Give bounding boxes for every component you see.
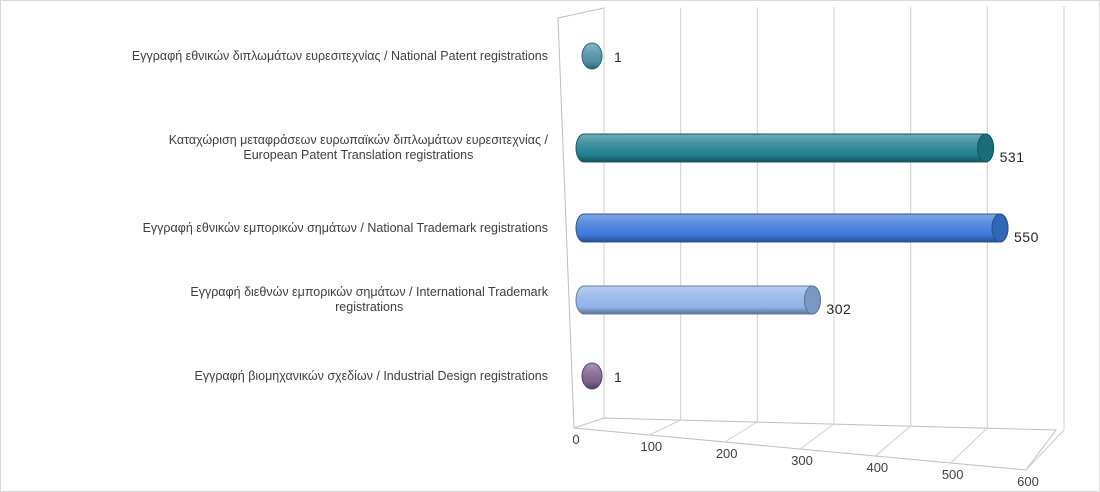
- bar-1: 531: [575, 133, 1025, 165]
- category-label: Εγγραφή βιομηχανικών σχεδίων / Industria…: [194, 369, 548, 383]
- category-label: Εγγραφή εθνικών διπλωμάτων ευρεσιτεχνίας…: [132, 49, 548, 63]
- x-tick-label: 0: [572, 432, 579, 447]
- x-tick-label: 600: [1017, 474, 1039, 489]
- floor-gridline: [875, 425, 911, 457]
- floor-gridline: [649, 419, 681, 436]
- data-label: 1: [614, 49, 622, 65]
- x-tick-label: 300: [791, 453, 813, 468]
- data-label: 531: [1000, 149, 1025, 165]
- category-label: Εγγραφή εθνικών εμπορικών σημάτων / Nati…: [143, 221, 548, 235]
- category-label: Εγγραφή διεθνών εμπορικών σημάτων / Inte…: [190, 285, 548, 314]
- x-tick-label: 200: [716, 446, 738, 461]
- bar-end: [803, 285, 821, 315]
- x-tick-label: 100: [640, 439, 662, 454]
- data-label: 1: [614, 369, 622, 385]
- floor-gridline: [950, 427, 988, 464]
- floor-gridline: [724, 421, 758, 443]
- floor-gridline: [799, 423, 835, 450]
- x-tick-label: 500: [942, 467, 964, 482]
- bar-body: [575, 285, 821, 315]
- bar-cap: [581, 362, 603, 390]
- bar-cap: [581, 42, 603, 70]
- bar-end: [991, 213, 1009, 243]
- bar-body: [575, 213, 1009, 243]
- bar-2: 550: [575, 213, 1039, 245]
- gridlines: 0 100 200 300 400 500 600: [557, 6, 1065, 489]
- bar-body: [575, 133, 995, 163]
- bar-0: 1: [581, 42, 622, 70]
- category-label: Καταχώριση μεταφράσεων ευρωπαϊκών διπλωμ…: [169, 133, 549, 162]
- bar-4: 1: [581, 362, 622, 390]
- data-label: 302: [826, 301, 851, 317]
- bar-3: 302: [575, 285, 851, 317]
- floor-gridline: [573, 417, 605, 429]
- bar-end: [977, 133, 995, 163]
- x-tick-label: 400: [866, 460, 888, 475]
- floor-gridline: [1025, 429, 1065, 471]
- data-label: 550: [1014, 229, 1039, 245]
